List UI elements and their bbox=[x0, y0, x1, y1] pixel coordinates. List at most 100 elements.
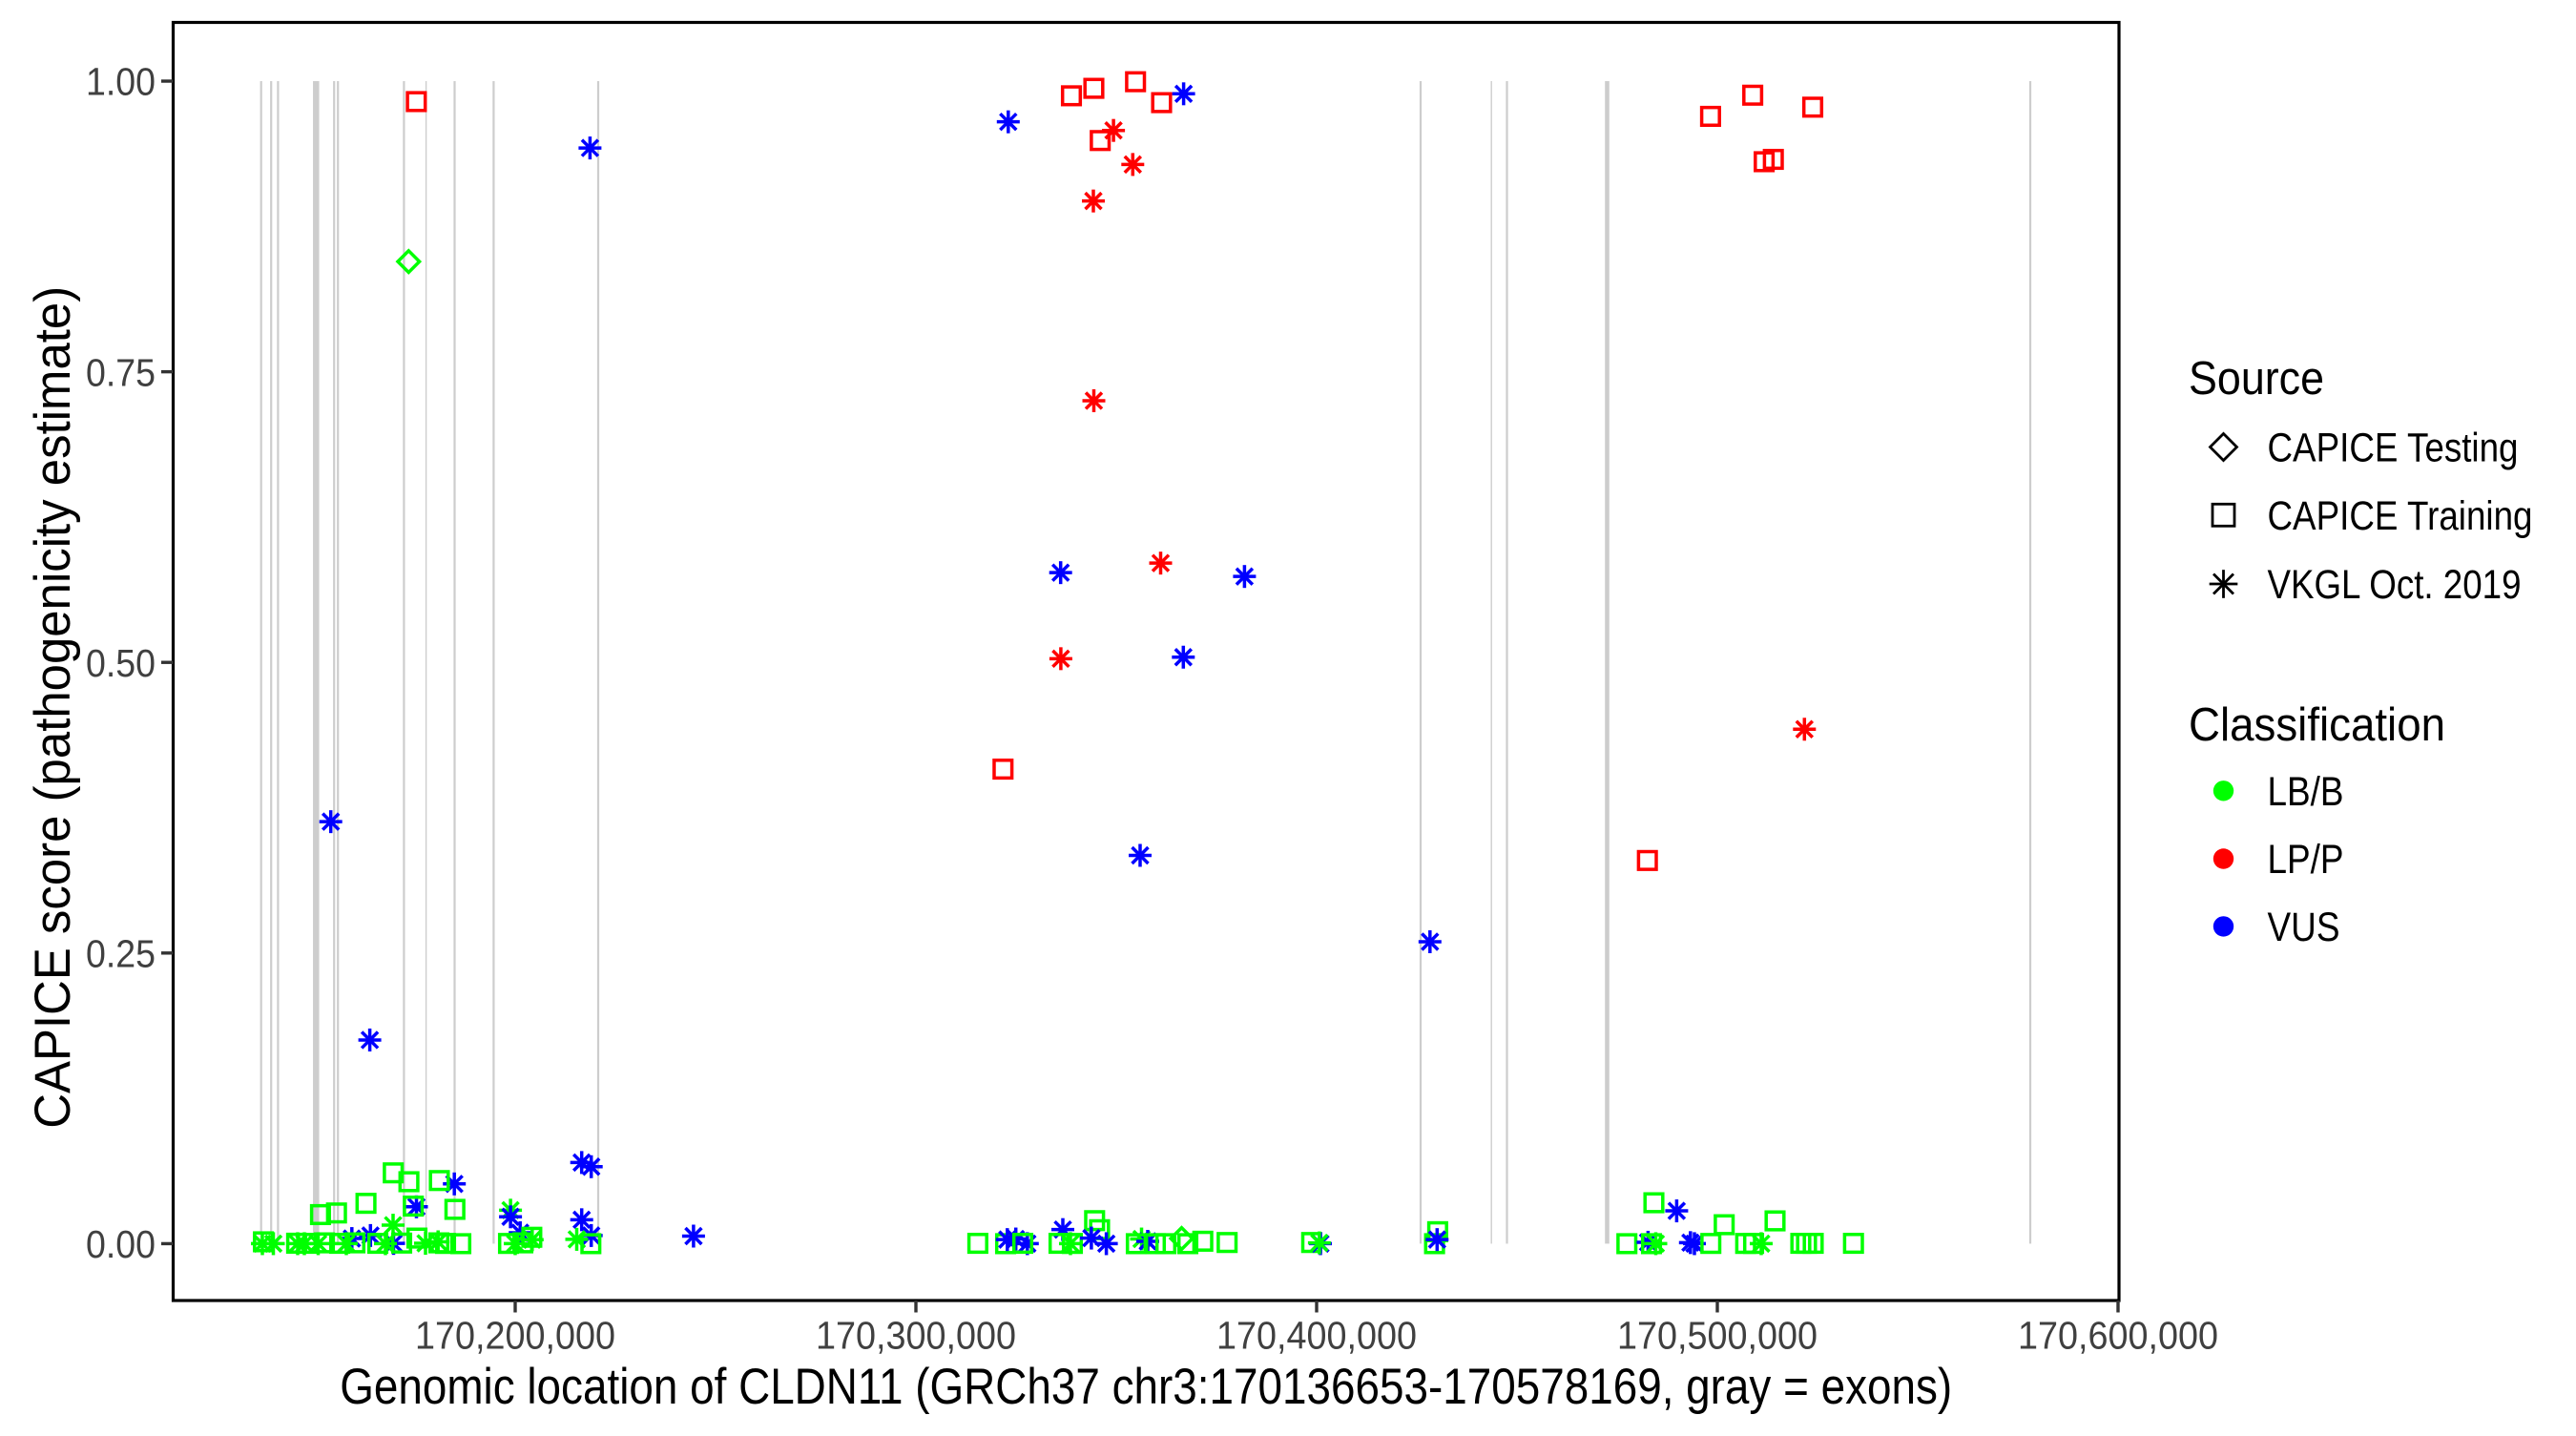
square-marker-icon bbox=[1802, 1233, 1824, 1255]
asterisk-marker-icon bbox=[1084, 191, 1103, 211]
y-tick-label: 0.25 bbox=[86, 932, 156, 976]
data-point bbox=[374, 1232, 397, 1256]
square-marker-icon bbox=[1616, 1233, 1638, 1255]
square-marker-icon bbox=[1216, 1232, 1238, 1254]
exon-bar bbox=[337, 81, 340, 1244]
legend-source-key-square-icon bbox=[2211, 502, 2236, 528]
data-point bbox=[565, 1227, 589, 1251]
data-point bbox=[261, 1232, 285, 1256]
asterisk-marker-icon bbox=[571, 1153, 592, 1173]
data-point bbox=[681, 1224, 705, 1248]
data-point bbox=[1172, 645, 1195, 669]
exon-bar bbox=[596, 81, 600, 1244]
exon-bar bbox=[333, 81, 336, 1244]
square-marker-icon bbox=[966, 1233, 988, 1255]
diamond-marker-icon bbox=[395, 248, 423, 275]
square-marker-icon bbox=[325, 1202, 347, 1224]
square-marker-icon bbox=[1060, 85, 1083, 107]
square-marker-icon bbox=[1764, 1210, 1786, 1232]
asterisk-marker-icon bbox=[376, 1234, 395, 1254]
square-marker-icon bbox=[580, 1233, 602, 1255]
square-marker-icon bbox=[1090, 130, 1111, 152]
x-tick-label: 170,500,000 bbox=[1617, 1314, 1818, 1358]
data-point bbox=[499, 1205, 523, 1229]
data-point bbox=[1094, 1232, 1118, 1256]
axes-layer: 0.00 0.25 0.50 0.75 1.00 170,200,000 170,300,0… bbox=[25, 20, 2218, 1415]
asterisk-marker-icon bbox=[1427, 1230, 1447, 1249]
square-marker-icon bbox=[992, 759, 1014, 780]
data-point bbox=[1049, 647, 1072, 671]
square-marker-icon bbox=[1801, 96, 1824, 118]
data-point bbox=[1149, 552, 1173, 575]
data-point bbox=[1665, 1199, 1689, 1223]
data-point bbox=[1793, 718, 1817, 741]
data-point bbox=[1090, 130, 1111, 152]
asterisk-marker-icon bbox=[384, 1216, 403, 1235]
data-point bbox=[449, 1233, 472, 1255]
asterisk-marker-icon bbox=[1050, 563, 1070, 582]
data-point bbox=[1172, 82, 1195, 106]
asterisk-marker-icon bbox=[2212, 572, 2234, 595]
asterisk-marker-icon bbox=[321, 812, 341, 831]
exon-bar bbox=[1419, 81, 1423, 1244]
data-point bbox=[444, 1198, 466, 1220]
legend-class-item-label: LB/B bbox=[2268, 769, 2344, 814]
data-point bbox=[1762, 148, 1784, 171]
asterisk-marker-icon bbox=[684, 1226, 703, 1246]
data-point bbox=[390, 1232, 413, 1254]
data-point bbox=[428, 1170, 450, 1192]
asterisk-marker-icon bbox=[1082, 1228, 1101, 1248]
data-point bbox=[580, 1233, 602, 1255]
square-marker-icon bbox=[1011, 1233, 1034, 1255]
x-axis-title: Genomic location of CLDN11 (GRCh37 chr3:… bbox=[340, 1359, 1952, 1415]
legend-source-key-diamond-icon bbox=[2208, 431, 2239, 463]
legend-class-item-label: VUS bbox=[2268, 905, 2340, 949]
exon-bar bbox=[277, 81, 280, 1244]
data-point bbox=[1616, 1233, 1638, 1255]
panel-border bbox=[171, 20, 2121, 1302]
data-point bbox=[1699, 105, 1721, 127]
exon-bar bbox=[1490, 81, 1492, 1244]
data-point bbox=[1216, 1232, 1238, 1254]
legend-source-title: Source bbox=[2189, 352, 2324, 405]
legend-class-key-dot bbox=[2212, 780, 2234, 801]
asterisk-marker-icon bbox=[999, 112, 1018, 132]
square-marker-icon bbox=[343, 1232, 366, 1254]
data-point bbox=[1842, 1233, 1864, 1255]
exon-bar bbox=[270, 81, 273, 1244]
exon-bar bbox=[1605, 81, 1610, 1244]
data-point bbox=[398, 1171, 420, 1193]
data-point bbox=[343, 1232, 366, 1254]
square-marker-icon bbox=[1151, 92, 1173, 114]
data-point bbox=[1082, 189, 1105, 213]
square-marker-icon bbox=[355, 1193, 377, 1215]
data-point bbox=[1059, 1232, 1082, 1256]
data-point bbox=[395, 248, 423, 275]
square-marker-icon bbox=[1790, 1233, 1812, 1255]
data-point bbox=[1129, 843, 1152, 867]
square-marker-icon bbox=[1796, 1233, 1818, 1255]
data-point bbox=[511, 1232, 534, 1254]
y-tick-label: 0.75 bbox=[86, 350, 156, 394]
square-marker-icon bbox=[1643, 1192, 1665, 1214]
square-marker-icon bbox=[1714, 1214, 1735, 1236]
exon-bars-layer bbox=[260, 81, 2032, 1244]
asterisk-marker-icon bbox=[1151, 553, 1171, 572]
exon-bar bbox=[453, 81, 456, 1244]
data-point bbox=[1644, 1232, 1668, 1256]
asterisk-marker-icon bbox=[295, 1234, 314, 1254]
asterisk-marker-icon bbox=[580, 138, 600, 157]
data-points-layer bbox=[251, 71, 1864, 1256]
square-marker-icon bbox=[1699, 105, 1721, 127]
data-point bbox=[358, 1028, 382, 1051]
diamond-marker-icon bbox=[2208, 431, 2239, 463]
asterisk-marker-icon bbox=[1104, 120, 1123, 140]
data-point bbox=[570, 1208, 593, 1232]
asterisk-marker-icon bbox=[1646, 1234, 1666, 1254]
asterisk-marker-icon bbox=[1096, 1234, 1116, 1254]
data-point bbox=[992, 759, 1014, 780]
data-point bbox=[1742, 84, 1764, 106]
asterisk-marker-icon bbox=[1667, 1201, 1687, 1220]
